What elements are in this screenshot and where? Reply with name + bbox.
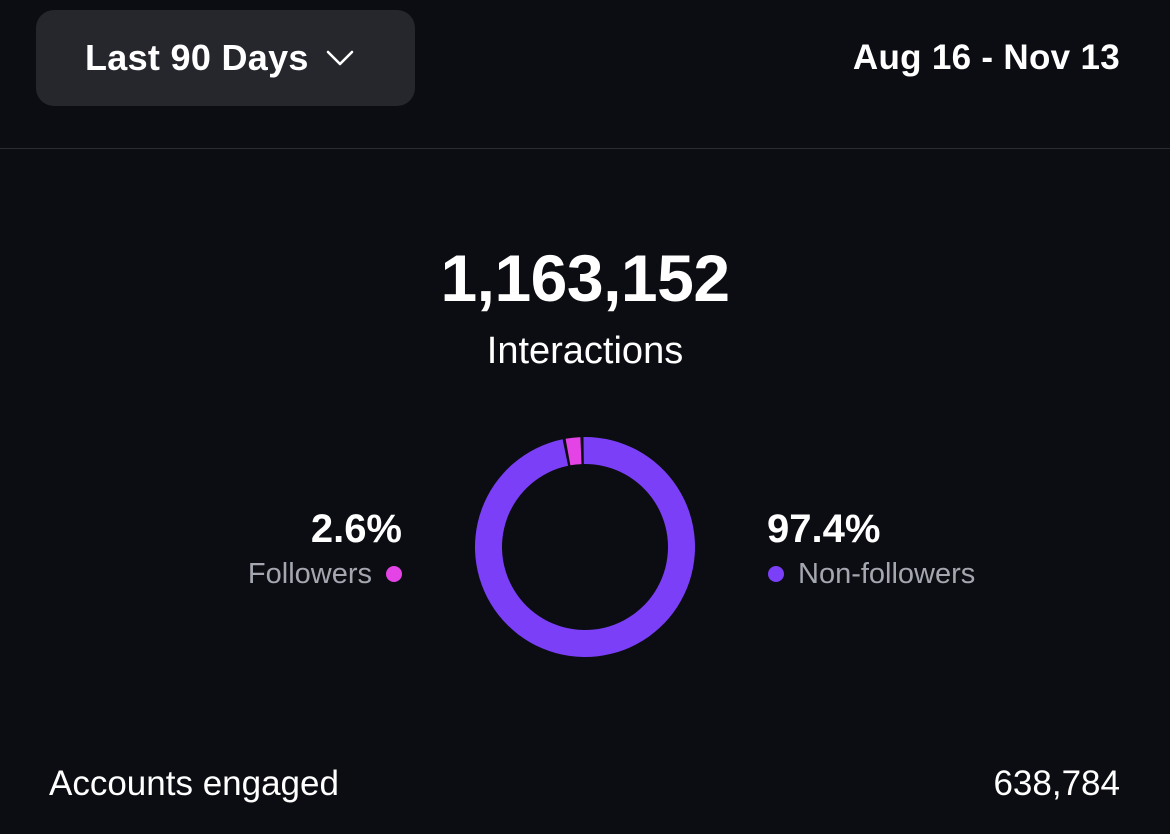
chevron-down-icon — [326, 50, 354, 66]
range-dropdown-button[interactable]: Last 90 Days — [36, 10, 415, 106]
non-followers-percent: 97.4% — [767, 507, 881, 551]
donut-slice-non-followers — [475, 437, 695, 657]
followers-legend-dot — [386, 566, 402, 582]
interactions-total: 1,163,152 — [440, 241, 730, 315]
non-followers-legend-label: Non-followers — [798, 558, 976, 590]
interactions-label: Interactions — [486, 330, 684, 372]
header-divider — [0, 148, 1170, 149]
non-followers-legend-dot — [768, 566, 784, 582]
followers-legend: Followers — [248, 554, 402, 594]
followers-percent: 2.6% — [310, 507, 402, 551]
interactions-donut-chart — [475, 437, 695, 657]
followers-legend-label: Followers — [247, 558, 372, 590]
non-followers-legend: Non-followers — [767, 554, 975, 594]
range-dropdown-label: Last 90 Days — [85, 37, 309, 78]
accounts-engaged-value: 638,784 — [993, 764, 1120, 803]
non-followers-stat: 97.4% Non-followers — [767, 506, 975, 594]
donut-slice-followers — [565, 437, 582, 466]
accounts-engaged-label: Accounts engaged — [49, 764, 339, 803]
date-range: Aug 16 - Nov 13 — [852, 38, 1120, 77]
followers-stat: 2.6% Followers — [248, 506, 402, 594]
